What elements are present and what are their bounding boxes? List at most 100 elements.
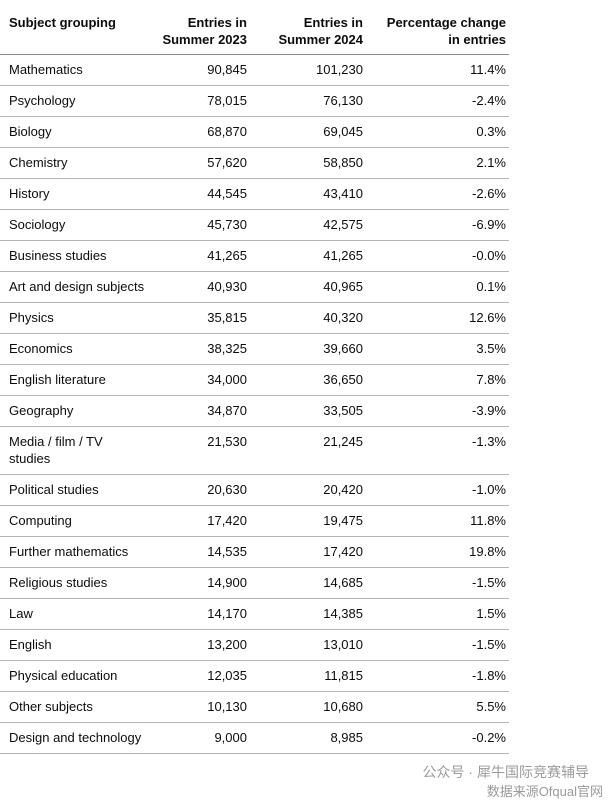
value-cell: 20,630	[150, 474, 250, 506]
header-cell: Percentage change in entries	[366, 0, 509, 55]
value-cell: -2.6%	[366, 178, 509, 210]
table-row: English 13,200 13,010 -1.5%	[0, 629, 509, 661]
value-cell: 40,930	[150, 271, 250, 303]
value-cell: 19.8%	[366, 536, 509, 568]
value-cell: 14,685	[250, 567, 366, 599]
value-cell: 33,505	[250, 395, 366, 427]
value-cell: 14,385	[250, 598, 366, 630]
value-cell: 12.6%	[366, 302, 509, 334]
table-row: Chemistry 57,620 58,850 2.1%	[0, 147, 509, 179]
value-cell: 41,265	[250, 240, 366, 272]
watermark-source: 数据来源Ofqual官网	[486, 784, 603, 799]
value-cell: 39,660	[250, 333, 366, 365]
subject-cell: Chemistry	[0, 147, 150, 179]
header-cell: Subject grouping	[0, 0, 150, 55]
value-cell: 11.8%	[366, 505, 509, 537]
subject-cell: Other subjects	[0, 691, 150, 723]
watermark: 公众号 · 犀牛国际竞赛辅导	[422, 764, 589, 780]
value-cell: -1.3%	[366, 426, 509, 475]
entries-table: Subject grouping Entries in Summer 2023 En…	[0, 0, 509, 754]
subject-cell: English literature	[0, 364, 150, 396]
value-cell: 68,870	[150, 116, 250, 148]
table-row: Biology 68,870 69,045 0.3%	[0, 116, 509, 148]
value-cell: -3.9%	[366, 395, 509, 427]
value-cell: -6.9%	[366, 209, 509, 241]
subject-cell: Law	[0, 598, 150, 630]
table-row: Other subjects 10,130 10,680 5.5%	[0, 691, 509, 723]
table-row: Further mathematics 14,535 17,420 19.8%	[0, 536, 509, 568]
value-cell: 3.5%	[366, 333, 509, 365]
table-row: Computing 17,420 19,475 11.8%	[0, 505, 509, 537]
subject-cell: History	[0, 178, 150, 210]
value-cell: 41,265	[150, 240, 250, 272]
value-cell: 10,130	[150, 691, 250, 723]
value-cell: 0.1%	[366, 271, 509, 303]
value-cell: 17,420	[150, 505, 250, 537]
value-cell: -1.5%	[366, 567, 509, 599]
value-cell: 45,730	[150, 209, 250, 241]
value-cell: 35,815	[150, 302, 250, 334]
subject-cell: Psychology	[0, 85, 150, 117]
table-row: Political studies 20,630 20,420 -1.0%	[0, 474, 509, 506]
table-row: Business studies 41,265 41,265 -0.0%	[0, 240, 509, 272]
value-cell: 5.5%	[366, 691, 509, 723]
value-cell: 101,230	[250, 54, 366, 86]
value-cell: 13,200	[150, 629, 250, 661]
subject-cell: English	[0, 629, 150, 661]
table-row: Design and technology 9,000 8,985 -0.2%	[0, 722, 509, 754]
subject-cell: Religious studies	[0, 567, 150, 599]
value-cell: 9,000	[150, 722, 250, 754]
value-cell: 78,015	[150, 85, 250, 117]
value-cell: 40,320	[250, 302, 366, 334]
value-cell: 14,170	[150, 598, 250, 630]
value-cell: 57,620	[150, 147, 250, 179]
value-cell: 90,845	[150, 54, 250, 86]
table-row: Art and design subjects 40,930 40,965 0.1%	[0, 271, 509, 303]
value-cell: 17,420	[250, 536, 366, 568]
table-row: English literature 34,000 36,650 7.8%	[0, 364, 509, 396]
value-cell: 12,035	[150, 660, 250, 692]
table-row: Sociology 45,730 42,575 -6.9%	[0, 209, 509, 241]
value-cell: 43,410	[250, 178, 366, 210]
table-row: Religious studies 14,900 14,685 -1.5%	[0, 567, 509, 599]
table-row: Economics 38,325 39,660 3.5%	[0, 333, 509, 365]
value-cell: 7.8%	[366, 364, 509, 396]
subject-cell: Further mathematics	[0, 536, 150, 568]
table-body: Mathematics 90,845 101,230 11.4% Psychology 7…	[0, 54, 509, 754]
value-cell: 8,985	[250, 722, 366, 754]
value-cell: 76,130	[250, 85, 366, 117]
table-row: Media / film / TV studies 21,530 21,245 -1.…	[0, 426, 509, 475]
value-cell: 21,530	[150, 426, 250, 475]
value-cell: 40,965	[250, 271, 366, 303]
subject-cell: Mathematics	[0, 54, 150, 86]
value-cell: 11.4%	[366, 54, 509, 86]
subject-cell: Economics	[0, 333, 150, 365]
table-row: Physical education 12,035 11,815 -1.8%	[0, 660, 509, 692]
value-cell: 38,325	[150, 333, 250, 365]
value-cell: 34,000	[150, 364, 250, 396]
value-cell: 2.1%	[366, 147, 509, 179]
subject-cell: Sociology	[0, 209, 150, 241]
value-cell: 13,010	[250, 629, 366, 661]
subject-cell: Computing	[0, 505, 150, 537]
value-cell: 0.3%	[366, 116, 509, 148]
value-cell: -1.8%	[366, 660, 509, 692]
subject-cell: Media / film / TV studies	[0, 426, 150, 475]
value-cell: 34,870	[150, 395, 250, 427]
subject-cell: Political studies	[0, 474, 150, 506]
subject-cell: Geography	[0, 395, 150, 427]
table-row: Law 14,170 14,385 1.5%	[0, 598, 509, 630]
subject-cell: Physical education	[0, 660, 150, 692]
value-cell: 20,420	[250, 474, 366, 506]
value-cell: 19,475	[250, 505, 366, 537]
value-cell: 1.5%	[366, 598, 509, 630]
value-cell: -2.4%	[366, 85, 509, 117]
header-cell: Entries in Summer 2024	[250, 0, 366, 55]
subject-cell: Design and technology	[0, 722, 150, 754]
value-cell: 44,545	[150, 178, 250, 210]
value-cell: 14,535	[150, 536, 250, 568]
value-cell: 69,045	[250, 116, 366, 148]
table-row: Physics 35,815 40,320 12.6%	[0, 302, 509, 334]
subject-cell: Business studies	[0, 240, 150, 272]
